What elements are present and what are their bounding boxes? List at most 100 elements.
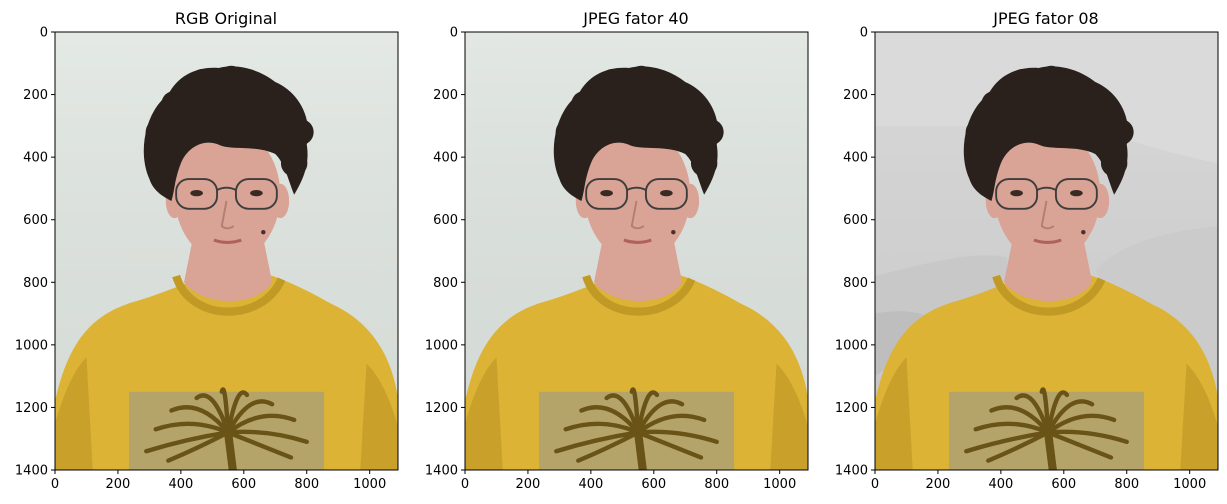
portrait-content [875, 32, 1218, 470]
eye-right [250, 189, 263, 197]
hair-curl [271, 93, 298, 121]
x-tick-label: 200 [516, 477, 541, 492]
hair-curl [555, 118, 583, 146]
mole [261, 230, 266, 235]
palm-graphic [964, 387, 1129, 470]
y-tick-label: 1000 [425, 338, 458, 353]
hair-curl [628, 65, 655, 93]
shirt-fold [55, 357, 93, 470]
y-axis: 0 200 400 600 800 1000 1200 1400 [15, 26, 55, 479]
x-tick-label: 400 [578, 477, 603, 492]
hair-curl [599, 68, 627, 96]
y-tick-label: 0 [860, 26, 868, 41]
axes-frame [874, 31, 1219, 471]
y-axis: 0 200 400 600 800 1000 1200 1400 [425, 26, 465, 479]
hair-curl [1100, 150, 1128, 177]
collar [172, 274, 286, 316]
shirt-fold [465, 357, 503, 470]
x-tick-label: 800 [1114, 477, 1139, 492]
mouth [1033, 238, 1062, 244]
hair-curl [1091, 93, 1118, 121]
collar [582, 274, 696, 316]
shirt-fold [770, 363, 808, 470]
hair-curl [571, 90, 598, 118]
hair-curl [681, 93, 708, 121]
shirt-fold [1180, 363, 1218, 470]
y-tick-label: 400 [433, 151, 458, 166]
glasses [585, 178, 688, 210]
hair-curl [218, 65, 245, 93]
axes-frame [54, 31, 399, 471]
portrait-image [55, 32, 398, 470]
eye-right [660, 189, 673, 197]
portrait-content [55, 32, 398, 470]
x-tick-label: 0 [461, 477, 469, 492]
x-tick-label: 1000 [1173, 477, 1206, 492]
hair-curl [656, 75, 683, 102]
y-tick-label: 200 [433, 88, 458, 103]
y-tick-label: 800 [23, 276, 48, 291]
hair-curl [189, 68, 217, 96]
hair-curl [161, 90, 188, 118]
portrait-content [465, 32, 808, 470]
hair-curl [145, 150, 173, 177]
face [584, 127, 691, 262]
panel-jpeg-fator-08: JPEG fator 08 0 200 400 600 800 1000 0 200 400 6… [835, 9, 1219, 492]
mouth [623, 238, 652, 244]
collar [992, 274, 1106, 316]
eye-right [1070, 189, 1083, 197]
hair-curl [145, 118, 173, 146]
x-tick-label: 800 [704, 477, 729, 492]
panel-title: JPEG fator 40 [582, 9, 688, 28]
hair-curl [690, 150, 718, 177]
x-tick-label: 600 [231, 477, 256, 492]
y-tick-label: 1200 [15, 401, 48, 416]
shirt-fold [360, 363, 398, 470]
hair-curl [697, 118, 724, 146]
shirt-fold [875, 357, 913, 470]
eye-left [1010, 189, 1023, 197]
x-tick-label: 400 [168, 477, 193, 492]
hair-curl [1107, 118, 1134, 146]
nose [1040, 200, 1055, 230]
hair-curl [280, 150, 308, 177]
y-tick-label: 1000 [15, 338, 48, 353]
x-tick-label: 600 [641, 477, 666, 492]
y-tick-label: 600 [433, 213, 458, 228]
y-tick-label: 400 [843, 151, 868, 166]
y-tick-label: 1000 [835, 338, 868, 353]
x-tick-label: 0 [871, 477, 879, 492]
hair-curl [246, 75, 273, 102]
ear-right [271, 183, 290, 219]
y-tick-label: 1400 [425, 464, 458, 479]
y-tick-label: 400 [23, 151, 48, 166]
x-tick-label: 1000 [763, 477, 796, 492]
x-axis: 0 200 400 600 800 1000 [461, 470, 796, 492]
panel-title: RGB Original [175, 9, 277, 28]
ear-right [1091, 183, 1110, 219]
hair-curl [1066, 75, 1093, 102]
portrait-image [465, 32, 808, 470]
y-tick-label: 800 [843, 276, 868, 291]
x-axis: 0 200 400 600 800 1000 [51, 470, 386, 492]
y-tick-label: 1400 [15, 464, 48, 479]
palm-graphic [554, 387, 719, 470]
y-tick-label: 1200 [835, 401, 868, 416]
y-tick-label: 600 [23, 213, 48, 228]
y-tick-label: 200 [23, 88, 48, 103]
y-tick-label: 800 [433, 276, 458, 291]
mole [671, 230, 676, 235]
x-tick-label: 1000 [353, 477, 386, 492]
x-tick-label: 200 [926, 477, 951, 492]
y-tick-label: 0 [40, 26, 48, 41]
face [994, 127, 1101, 262]
nose [220, 200, 235, 230]
glasses [995, 178, 1098, 210]
hair-curl [1038, 65, 1065, 93]
panel-jpeg-fator-40: JPEG fator 40 0 200 400 600 800 1000 0 200 400 6… [425, 9, 809, 492]
hair-curl [555, 150, 583, 177]
y-tick-label: 1400 [835, 464, 868, 479]
hair-curl [287, 118, 314, 146]
mouth [213, 238, 242, 244]
